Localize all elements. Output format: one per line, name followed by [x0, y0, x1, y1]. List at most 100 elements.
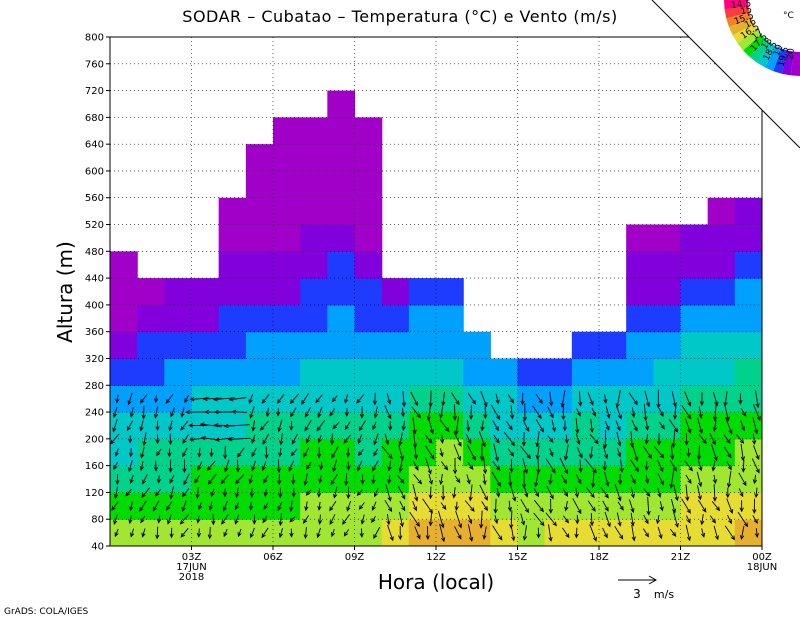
wind-arrow	[545, 512, 557, 527]
temperature-cell	[680, 492, 709, 520]
wind-arrow	[630, 487, 635, 499]
temperature-cell	[110, 438, 138, 467]
temperature-cell	[327, 519, 356, 546]
temperature-cell	[137, 358, 165, 386]
wind-arrow	[399, 500, 406, 512]
wind-arrow	[235, 487, 240, 499]
wind-arrow	[563, 515, 570, 524]
wind-arrow	[261, 394, 270, 404]
wind-arrow	[211, 514, 216, 526]
wind-arrow	[168, 420, 173, 432]
temperature-cell	[164, 278, 193, 306]
wind-arrow	[669, 460, 677, 472]
wind-arrow	[359, 528, 364, 538]
wind-arrow	[278, 487, 283, 499]
x-tick-label: 06Z	[263, 552, 283, 563]
wind-arrow	[425, 457, 432, 475]
wind-arrow	[373, 433, 379, 446]
wind-arrow	[182, 434, 189, 444]
wind-arrow	[724, 525, 735, 541]
wind-arrow	[181, 488, 190, 498]
colorbar-swatch	[781, 50, 794, 76]
wind-arrow	[387, 460, 392, 472]
wind-arrow	[589, 433, 599, 445]
wind-arrow	[180, 528, 189, 538]
wind-arrow	[373, 488, 379, 498]
wind-arrow	[603, 394, 608, 405]
wind-arrow	[251, 420, 256, 432]
wind-arrow	[125, 488, 132, 497]
wind-arrow	[657, 526, 663, 540]
wind-arrow	[480, 420, 485, 432]
wind-reference-arrowhead	[648, 575, 658, 585]
temperature-cell	[436, 385, 464, 413]
wind-arrow	[289, 500, 294, 513]
wind-arrow	[711, 444, 718, 462]
wind-arrow	[346, 486, 351, 500]
colorbar-diagonal	[651, 0, 800, 149]
wind-arrow	[686, 448, 691, 458]
wind-arrow	[413, 445, 419, 460]
temperature-cell	[707, 358, 736, 386]
wind-arrow	[503, 431, 516, 447]
temperature-cell	[110, 278, 138, 306]
wind-arrow	[712, 403, 718, 422]
wind-arrow	[170, 407, 175, 418]
wind-arrow	[712, 419, 717, 432]
x-tick-label: 21Z	[671, 552, 691, 563]
temperature-cell	[707, 412, 736, 440]
wind-arrow	[114, 448, 119, 457]
y-tick-label: 120	[85, 488, 104, 499]
temperature-cell	[300, 385, 328, 413]
wind-arrow	[507, 448, 515, 457]
wind-arrow	[398, 526, 403, 541]
temperature-cell	[517, 438, 546, 467]
temperature-cell	[544, 358, 573, 386]
wind-arrow	[168, 459, 173, 473]
temperature-cell	[381, 278, 410, 306]
wind-arrow	[371, 474, 376, 485]
temperature-cell	[137, 412, 165, 440]
wind-arrow	[699, 392, 705, 407]
wind-arrow	[535, 393, 543, 405]
temperature-cell	[327, 304, 356, 333]
temperature-cell	[327, 197, 356, 226]
wind-arrow	[428, 513, 433, 527]
temperature-cell	[381, 438, 410, 467]
wind-arrow	[615, 390, 621, 409]
wind-arrow	[590, 470, 596, 489]
temperature-cell	[137, 304, 165, 333]
wind-arrow	[454, 475, 461, 484]
wind-arrow	[183, 473, 190, 486]
temperature-cell	[653, 438, 682, 467]
temperature-cell	[653, 224, 682, 252]
wind-arrow	[384, 405, 392, 420]
wind-arrow	[384, 433, 390, 446]
temperature-cell	[245, 251, 274, 279]
wind-arrow	[315, 394, 323, 404]
temperature-cell	[191, 358, 220, 386]
temperature-cell	[164, 304, 193, 333]
temperature-cell	[626, 358, 654, 386]
temperature-cell	[218, 492, 247, 520]
temperature-cell	[734, 331, 762, 360]
wind-arrow	[631, 524, 636, 542]
wind-arrow	[575, 514, 580, 525]
wind-arrow	[140, 446, 145, 459]
temperature-cell	[273, 117, 301, 145]
wind-arrow	[522, 403, 528, 422]
wind-arrow	[387, 474, 392, 485]
wind-arrow	[589, 524, 597, 542]
wind-arrow	[467, 461, 474, 471]
wind-arrow	[303, 447, 310, 458]
temperature-cell	[653, 331, 682, 360]
wind-arrow	[726, 498, 734, 514]
wind-arrow	[197, 447, 202, 458]
temperature-cell	[408, 412, 437, 440]
wind-arrow	[587, 392, 594, 406]
temperature-cell	[436, 519, 464, 546]
wind-arrow	[740, 444, 746, 462]
wind-arrow	[207, 526, 212, 540]
temperature-cell	[599, 492, 627, 520]
colorbar-level-label: 19.5	[777, 46, 791, 68]
